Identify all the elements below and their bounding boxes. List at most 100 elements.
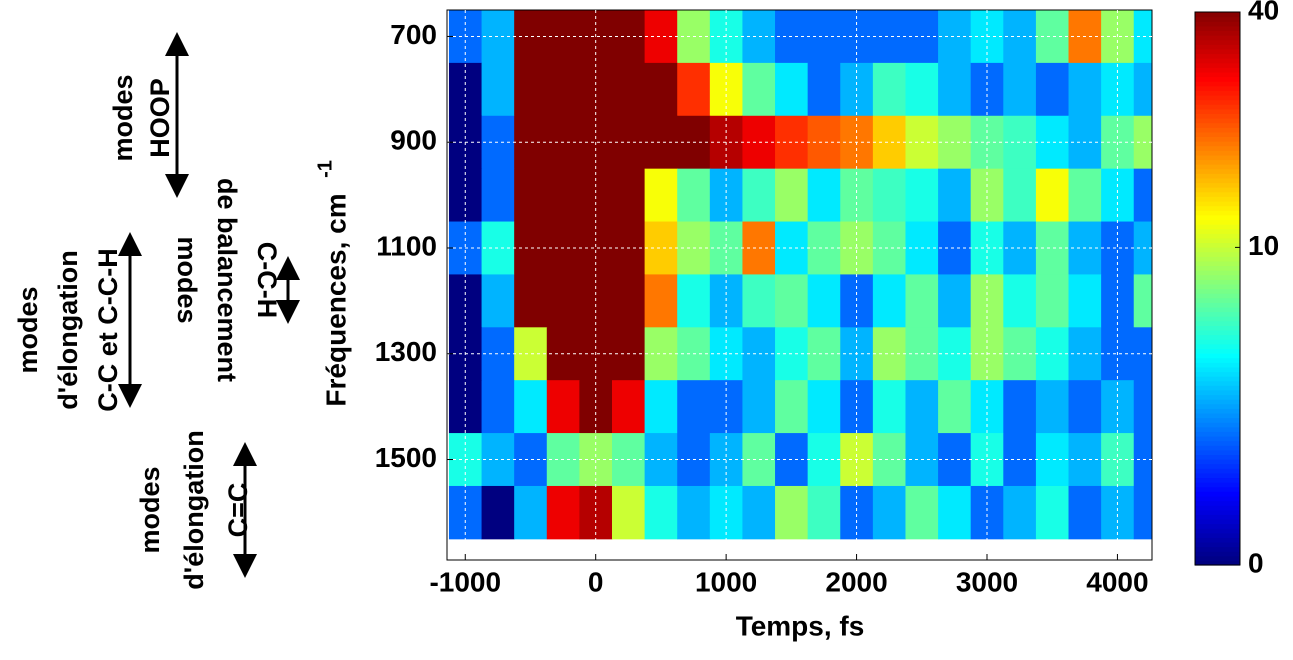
heatmap-cell	[709, 168, 743, 223]
colorbar-swatch	[1195, 182, 1240, 188]
colorbar-swatch	[1195, 141, 1240, 147]
x-tick-label: 2000	[825, 566, 887, 597]
heatmap-cell	[514, 485, 548, 540]
y-tick-label: 700	[390, 19, 437, 50]
heatmap-cell	[1035, 327, 1070, 381]
heatmap-cell	[1003, 485, 1037, 540]
heatmap-cell	[1133, 380, 1152, 434]
colorbar-swatch	[1195, 394, 1240, 400]
colorbar-swatch	[1195, 150, 1240, 156]
heatmap-cell	[677, 380, 711, 434]
colorbar-swatch	[1195, 127, 1240, 133]
heatmap-cell	[807, 327, 841, 381]
heatmap-cell	[872, 62, 906, 117]
annotation: modes	[172, 236, 202, 323]
colorbar-swatch	[1195, 196, 1240, 202]
colorbar-frame	[1194, 11, 1241, 566]
heatmap-cell	[905, 380, 939, 434]
colorbar-swatch	[1195, 136, 1240, 142]
colorbar-swatch	[1195, 316, 1240, 322]
heatmap-cell	[872, 10, 906, 64]
colorbar-swatch	[1195, 117, 1240, 124]
heatmap-cell	[1035, 221, 1070, 275]
heatmap-cell	[872, 168, 906, 223]
heatmap-cell	[546, 62, 580, 117]
y-tick-label: 1100	[376, 230, 437, 261]
heatmap-cell	[807, 115, 841, 170]
colorbar-swatch	[1195, 509, 1240, 515]
colorbar-swatch	[1195, 551, 1240, 557]
colorbar-swatch	[1195, 104, 1240, 110]
heatmap-cell	[807, 274, 841, 328]
heatmap-cell	[481, 380, 515, 434]
heatmap-cell	[775, 168, 809, 223]
colorbar-swatch	[1195, 555, 1240, 561]
heatmap-cell	[872, 115, 906, 170]
colorbar-swatch	[1195, 362, 1240, 368]
colorbar-swatch	[1195, 454, 1240, 460]
heatmap-cell	[742, 380, 776, 434]
heatmap-cell	[938, 10, 972, 64]
colorbar-swatch	[1195, 122, 1240, 128]
x-tick-label: 3000	[956, 566, 1018, 597]
colorbar-swatch	[1195, 306, 1240, 313]
colorbar-swatch	[1195, 523, 1240, 529]
heatmap-cell	[481, 62, 515, 117]
colorbar-swatch	[1195, 417, 1240, 423]
colorbar-tick-label: 40	[1248, 0, 1279, 25]
colorbar-tick-label: 10	[1248, 230, 1279, 261]
heatmap-cell	[807, 62, 841, 117]
colorbar-swatch	[1195, 168, 1240, 174]
colorbar-swatch	[1195, 408, 1240, 414]
colorbar-swatch	[1195, 320, 1240, 326]
heatmap-cell	[938, 168, 972, 223]
heatmap-cell	[938, 327, 972, 381]
colorbar-swatch	[1195, 412, 1240, 419]
heatmap-cell	[807, 485, 841, 540]
x-tick-label: -1000	[429, 566, 501, 597]
heatmap-cell	[775, 274, 809, 328]
colorbar-swatch	[1195, 265, 1240, 271]
heatmap-cell	[612, 380, 646, 434]
heatmap-cell	[807, 433, 841, 487]
heatmap-cell	[807, 221, 841, 275]
colorbar-swatch	[1195, 440, 1240, 446]
colorbar-swatch	[1195, 472, 1240, 479]
heatmap-cell	[612, 485, 646, 540]
heatmap-cell	[579, 433, 613, 487]
heatmap-cell	[448, 168, 483, 223]
colorbar-swatch	[1195, 422, 1240, 428]
colorbar-swatch	[1195, 191, 1240, 197]
heatmap-cell	[1068, 274, 1102, 328]
colorbar-swatch	[1195, 389, 1240, 396]
colorbar-swatch	[1195, 237, 1240, 244]
colorbar-swatch	[1195, 532, 1240, 538]
heatmap-cell	[481, 168, 515, 223]
heatmap-cell	[1133, 327, 1152, 381]
heatmap-cell	[872, 380, 906, 434]
colorbar-swatch	[1195, 357, 1240, 363]
colorbar-swatch	[1195, 62, 1240, 68]
arrows	[118, 31, 300, 578]
colorbar-swatch	[1195, 219, 1240, 225]
colorbar-swatch	[1195, 463, 1240, 469]
heatmap-cell	[938, 221, 972, 275]
heatmap-cell	[905, 274, 939, 328]
heatmap-cell	[938, 485, 972, 540]
heatmap-cell	[742, 62, 776, 117]
colorbar-swatch	[1195, 164, 1240, 170]
colorbar-swatch	[1195, 131, 1240, 138]
heatmap-cell	[905, 168, 939, 223]
heatmap-cell	[840, 485, 874, 540]
heatmap-cell	[612, 168, 646, 223]
heatmap-cell	[1133, 433, 1152, 487]
colorbar-swatch	[1195, 288, 1240, 294]
heatmap-cell	[1133, 115, 1152, 170]
colorbar-swatch	[1195, 302, 1240, 308]
heatmap-cell	[840, 168, 874, 223]
heatmap-cell	[514, 380, 548, 434]
heatmap-cell	[644, 433, 678, 487]
heatmap-cell	[579, 485, 613, 540]
colorbar-swatch	[1195, 514, 1240, 520]
